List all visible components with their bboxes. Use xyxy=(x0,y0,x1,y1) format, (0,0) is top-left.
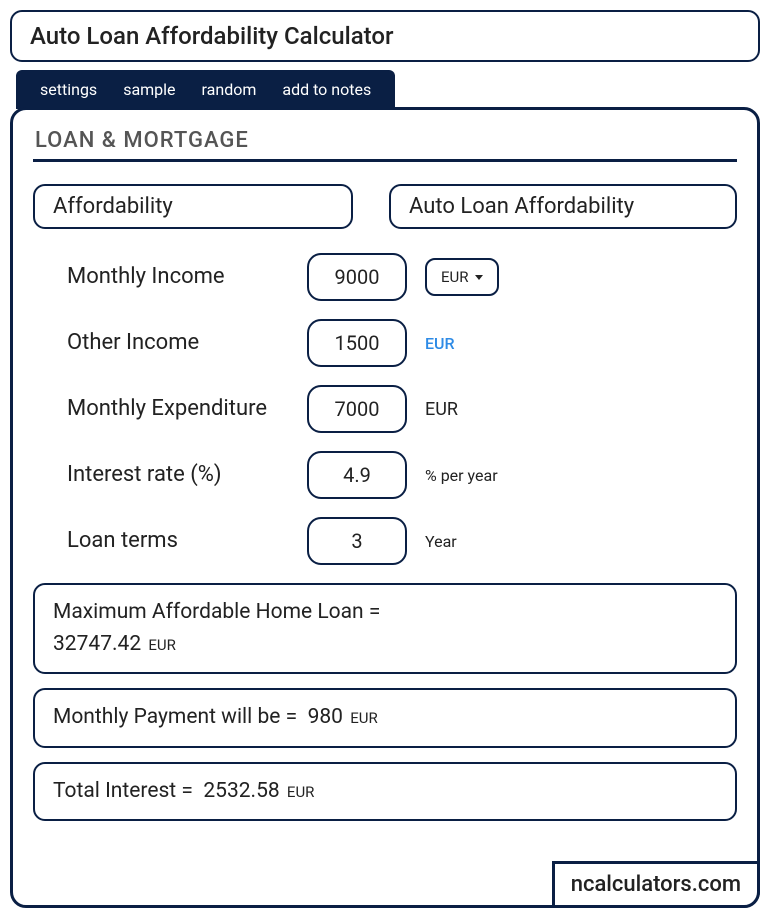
result-total-interest: Total Interest = 2532.58 EUR xyxy=(33,762,737,822)
row-monthly-income: Monthly Income EUR xyxy=(67,253,727,301)
unit-loan-terms: Year xyxy=(425,532,457,551)
input-interest-rate[interactable] xyxy=(307,451,407,499)
label-interest-rate: Interest rate (%) xyxy=(67,461,307,490)
section-title: LOAN & MORTGAGE xyxy=(33,124,737,162)
page-title-bar: Auto Loan Affordability Calculator xyxy=(10,10,760,62)
label-loan-terms: Loan terms xyxy=(67,527,307,556)
footer-brand[interactable]: ncalculators.com xyxy=(552,861,760,908)
chevron-down-icon xyxy=(475,275,483,280)
currency-select[interactable]: EUR xyxy=(425,258,499,296)
label-monthly-expenditure: Monthly Expenditure xyxy=(67,395,307,424)
result-monthly-payment-value: 980 xyxy=(308,705,343,729)
result-total-interest-value: 2532.58 xyxy=(203,779,279,803)
row-loan-terms: Loan terms Year xyxy=(67,517,727,565)
unit-other-income[interactable]: EUR xyxy=(425,334,455,353)
label-monthly-income: Monthly Income xyxy=(67,263,307,292)
result-max-loan-value: 32747.42 xyxy=(53,632,141,656)
currency-select-label: EUR xyxy=(441,268,469,286)
input-loan-terms[interactable] xyxy=(307,517,407,565)
result-monthly-payment: Monthly Payment will be = 980 EUR xyxy=(33,688,737,748)
input-other-income[interactable] xyxy=(307,319,407,367)
tab-random[interactable]: random xyxy=(202,80,257,99)
row-interest-rate: Interest rate (%) % per year xyxy=(67,451,727,499)
chip-affordability[interactable]: Affordability xyxy=(33,184,353,229)
input-monthly-income[interactable] xyxy=(307,253,407,301)
label-other-income: Other Income xyxy=(67,329,307,358)
result-max-loan: Maximum Affordable Home Loan = 32747.42 … xyxy=(33,583,737,674)
tab-sample[interactable]: sample xyxy=(123,80,175,99)
result-monthly-payment-currency: EUR xyxy=(350,709,378,727)
row-monthly-expenditure: Monthly Expenditure EUR xyxy=(67,385,727,433)
chip-row: Affordability Auto Loan Affordability xyxy=(33,184,737,229)
result-total-interest-label: Total Interest = xyxy=(53,779,193,803)
tab-settings[interactable]: settings xyxy=(40,80,97,99)
chip-auto-loan-affordability[interactable]: Auto Loan Affordability xyxy=(389,184,737,229)
tab-add-to-notes[interactable]: add to notes xyxy=(282,80,371,99)
tab-bar: settings sample random add to notes xyxy=(16,70,395,109)
row-other-income: Other Income EUR xyxy=(67,319,727,367)
page-title: Auto Loan Affordability Calculator xyxy=(30,22,394,50)
result-max-loan-label: Maximum Affordable Home Loan = xyxy=(53,600,380,624)
result-max-loan-currency: EUR xyxy=(148,636,176,654)
main-panel: LOAN & MORTGAGE Affordability Auto Loan … xyxy=(10,107,760,908)
unit-monthly-expenditure: EUR xyxy=(425,399,458,420)
result-monthly-payment-label: Monthly Payment will be = xyxy=(53,705,297,729)
result-total-interest-currency: EUR xyxy=(287,783,315,801)
input-monthly-expenditure[interactable] xyxy=(307,385,407,433)
unit-interest-rate: % per year xyxy=(425,466,498,485)
form-rows: Monthly Income EUR Other Income EUR Mont… xyxy=(33,253,737,565)
